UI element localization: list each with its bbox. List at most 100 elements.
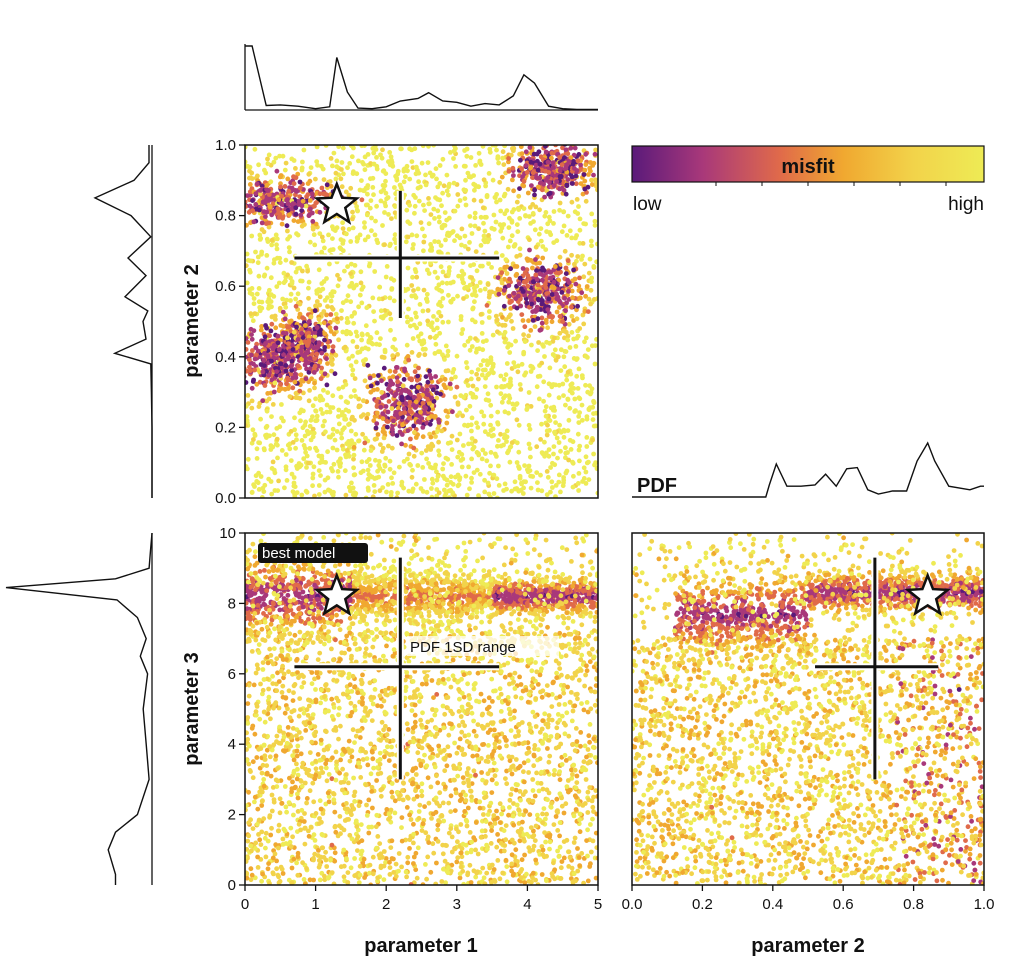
scatter-point (259, 803, 265, 808)
scatter-point (592, 218, 598, 224)
scatter-point (447, 381, 453, 387)
scatter-point (399, 432, 405, 437)
scatter-point (245, 414, 250, 419)
scatter-point (382, 430, 387, 435)
scatter-point (544, 683, 550, 688)
scatter-point (271, 355, 277, 361)
scatter-point (464, 378, 470, 383)
scatter-point (334, 429, 340, 434)
scatter-point (517, 382, 523, 387)
scatter-point (556, 277, 562, 283)
scatter-point (489, 367, 494, 373)
scatter-point (469, 231, 475, 236)
scatter-point (254, 446, 260, 452)
scatter-point (302, 339, 308, 345)
scatter-point (469, 275, 474, 280)
scatter-point (539, 450, 545, 455)
scatter-point (586, 172, 591, 177)
scatter-point (352, 388, 357, 393)
scatter-point (284, 381, 289, 387)
scatter-point (251, 328, 257, 333)
scatter-point (387, 865, 393, 870)
scatter-point (393, 873, 399, 879)
scatter-point (560, 687, 566, 693)
scatter-point (461, 296, 466, 301)
scatter-point (249, 336, 255, 342)
scatter-point (480, 777, 485, 783)
scatter-point (365, 185, 370, 191)
scatter-point (434, 325, 440, 331)
scatter-point (480, 347, 486, 353)
scatter-point (350, 414, 355, 420)
scatter-point (446, 732, 452, 738)
scatter-point (398, 411, 404, 416)
scatter-point (351, 320, 357, 326)
scatter-point (319, 365, 324, 371)
scatter-point (293, 166, 298, 171)
scatter-point (247, 168, 252, 174)
scatter-point (553, 494, 558, 498)
scatter-point (488, 841, 494, 846)
scatter-point (330, 224, 335, 230)
scatter-point (527, 426, 533, 432)
scatter-point (540, 134, 545, 139)
scatter-point (569, 199, 575, 205)
scatter-point (245, 340, 251, 345)
scatter-point (295, 809, 301, 814)
scatter-point (348, 145, 354, 149)
scatter-point (262, 334, 268, 340)
scatter-point (506, 168, 512, 174)
scatter-point (532, 746, 537, 752)
scatter-point (414, 377, 420, 383)
scatter-point (256, 470, 261, 476)
scatter-point (565, 428, 571, 433)
scatter-point (345, 264, 350, 269)
scatter-point (389, 286, 395, 291)
scatter-point (449, 433, 455, 439)
scatter-point (287, 839, 293, 845)
scatter-point (226, 197, 231, 202)
scatter-point (405, 395, 411, 400)
scatter-point (374, 203, 379, 209)
scatter-point (510, 401, 516, 407)
scatter-point (546, 170, 552, 175)
scatter-point (577, 410, 582, 415)
scatter-point (380, 147, 385, 153)
scatter-point (531, 151, 537, 157)
scatter-point (457, 477, 462, 483)
scatter-point (472, 215, 478, 221)
scatter-point (372, 232, 378, 238)
scatter-point (263, 845, 268, 851)
scatter-point (427, 401, 432, 406)
scatter-point (295, 291, 301, 297)
scatter-point (361, 161, 366, 167)
scatter-point (447, 265, 452, 270)
scatter-point (399, 815, 405, 820)
scatter-point (552, 133, 557, 138)
scatter-point (274, 242, 279, 248)
scatter-point (583, 454, 589, 460)
scatter-point (310, 475, 316, 481)
scatter-point (536, 184, 541, 190)
scatter-point (288, 298, 293, 303)
scatter-point (344, 448, 350, 453)
scatter-point (240, 175, 245, 180)
scatter-point (520, 289, 526, 294)
scatter-point (289, 709, 295, 715)
scatter-point (523, 213, 528, 218)
scatter-point (321, 177, 327, 183)
scatter-point (518, 303, 524, 309)
scatter-point (548, 489, 553, 495)
scatter-point (288, 371, 294, 377)
scatter-point (583, 382, 588, 388)
scatter-point (269, 414, 274, 419)
scatter-point (533, 257, 538, 262)
scatter-point (253, 249, 258, 255)
scatter-point (310, 226, 316, 232)
scatter-point (364, 212, 370, 218)
scatter-point (535, 296, 541, 302)
scatter-point (307, 178, 313, 184)
scatter-point (299, 492, 305, 498)
scatter-point (530, 318, 536, 323)
scatter-point (395, 352, 400, 357)
